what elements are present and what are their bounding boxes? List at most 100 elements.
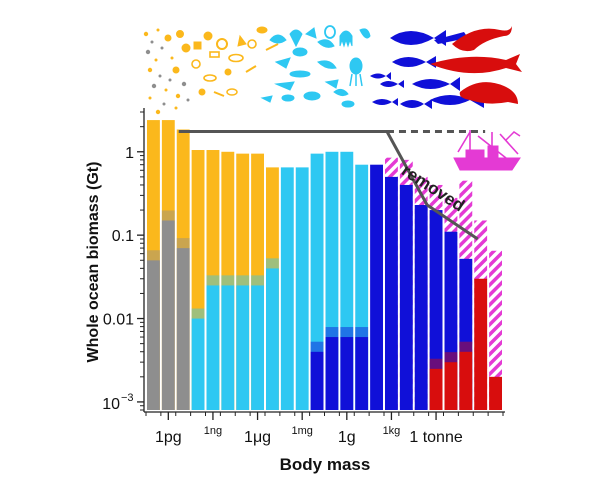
bacteria-dot: [170, 56, 174, 60]
x-tick-label: 1pg: [155, 429, 182, 446]
x-tick-label: 1μg: [244, 429, 271, 446]
bar: [489, 376, 502, 410]
bar-bin: [414, 176, 428, 410]
bar-layer-fade: [206, 275, 220, 286]
bar-bin: [340, 151, 354, 410]
bar-bin: [429, 184, 443, 410]
bar: [429, 210, 443, 410]
bar-layer-fade: [161, 210, 175, 221]
y-tick-label: 10: [102, 396, 120, 413]
axes: 10 −3 0.01 0.1 1 1pg 1ng 1μg 1mg 1g 1kg 1 tonne: [102, 108, 505, 446]
bar-layer: [206, 285, 220, 410]
bar-bin: [280, 167, 294, 410]
bar-layer: [266, 268, 279, 410]
bar: [399, 184, 413, 410]
bar-bin: [295, 167, 309, 410]
bar-bin: [459, 180, 473, 410]
x-tick-label: 1mg: [291, 425, 312, 437]
bar-layer-fade: [325, 327, 339, 338]
bacteria-dot: [168, 78, 172, 82]
bar-bin: [399, 159, 413, 410]
y-axis-title: Whole ocean biomass (Gt): [85, 162, 102, 363]
x-tick-label: 1kg: [383, 425, 401, 437]
bar-layer-fade: [236, 275, 250, 286]
x-axis-title: Body mass: [280, 455, 371, 474]
bar-layer: [444, 362, 458, 410]
bar-layer: [236, 285, 250, 410]
trawler-icon: [453, 130, 521, 171]
bar-layer-fade: [147, 250, 160, 261]
bars: [147, 120, 502, 410]
bar-bin: [206, 150, 220, 410]
bacteria-dot: [175, 93, 181, 99]
bar-bin: [147, 120, 160, 410]
zooplankton-icon: [260, 25, 371, 108]
manatee-icon: [459, 82, 518, 104]
bar-bin: [474, 220, 488, 410]
bar-layer-fade: [221, 275, 235, 286]
y-tick-label: 0.1: [112, 228, 134, 245]
bar: [474, 278, 488, 410]
bacteria-dot: [158, 74, 162, 78]
bar-bin: [325, 151, 339, 410]
reference-line: [178, 130, 486, 241]
bar-layer-fade: [340, 327, 354, 338]
bar-bin: [191, 150, 205, 410]
bacteria-dot: [156, 28, 160, 32]
bar-layer-fade: [429, 358, 443, 369]
bar: [295, 167, 309, 410]
bar-bin: [370, 164, 383, 410]
x-tick-label: 1 tonne: [409, 429, 462, 446]
bar-layer: [176, 248, 190, 410]
biomass-line-solid-tail: [426, 203, 479, 241]
bar-layer: [310, 351, 324, 410]
bar-layer: [221, 285, 235, 410]
bar-bin: [489, 250, 502, 410]
bar-layer-fade: [191, 308, 205, 319]
bar: [310, 153, 324, 410]
bar-layer: [251, 285, 264, 410]
bar-bin: [266, 167, 279, 410]
bar-layer: [459, 351, 473, 410]
bar-layer: [325, 337, 339, 410]
bar-bin: [385, 157, 398, 410]
bar-bin: [355, 164, 369, 410]
bacteria-dot: [181, 81, 187, 87]
bar-layer: [429, 368, 443, 410]
bar-bin: [251, 153, 264, 410]
bar-bin: [310, 153, 324, 410]
bar: [370, 164, 383, 410]
bar-layer: [161, 220, 175, 410]
bacteria-dots-icon: [143, 28, 190, 115]
dolphin-icon: [452, 26, 512, 52]
bar-layer-fade: [459, 341, 473, 352]
bacteria-dot: [151, 83, 157, 89]
bacteria-dot: [143, 31, 149, 37]
removed-bar: [489, 250, 502, 410]
fish-icon: [370, 30, 484, 109]
bar-bin: [176, 129, 190, 410]
bacteria-dot: [164, 88, 168, 92]
whale-icon: [430, 54, 522, 74]
bar: [280, 167, 294, 410]
y-tick-exponent: −3: [121, 392, 134, 404]
bar-bin: [221, 151, 235, 410]
bacteria-dot: [186, 98, 190, 102]
bacteria-dot: [154, 58, 158, 62]
phytoplankton-icon: [164, 26, 279, 97]
bacteria-dot: [162, 102, 166, 106]
organism-icons: [143, 25, 522, 115]
bacteria-dot: [145, 49, 151, 55]
bar-layer: [355, 337, 369, 410]
bar: [385, 176, 398, 410]
bar-bin: [161, 120, 175, 410]
bar-bin: [236, 153, 250, 410]
y-tick-label: 0.01: [103, 312, 134, 329]
bacteria-dot: [174, 106, 178, 110]
x-tick-label: 1g: [338, 429, 356, 446]
bar-layer: [147, 260, 160, 410]
bar-layer: [191, 318, 205, 410]
bar-layer-fade: [444, 352, 458, 363]
